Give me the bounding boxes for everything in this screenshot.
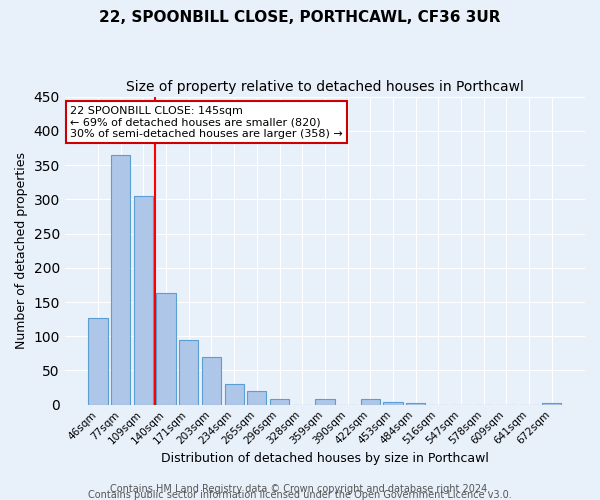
Bar [157,293,176,405]
Bar [134,196,153,404]
Bar [202,358,221,405]
Bar [383,402,403,404]
Bar [315,398,335,404]
Y-axis label: Number of detached properties: Number of detached properties [15,152,28,349]
Text: 22, SPOONBILL CLOSE, PORTHCAWL, CF36 3UR: 22, SPOONBILL CLOSE, PORTHCAWL, CF36 3UR [99,10,501,25]
Bar [224,384,244,404]
Bar [179,340,199,404]
Bar [111,155,130,404]
Text: 22 SPOONBILL CLOSE: 145sqm
← 69% of detached houses are smaller (820)
30% of sem: 22 SPOONBILL CLOSE: 145sqm ← 69% of deta… [70,106,343,139]
Bar [88,318,108,404]
Bar [361,398,380,404]
Text: Contains HM Land Registry data © Crown copyright and database right 2024.: Contains HM Land Registry data © Crown c… [110,484,490,494]
Title: Size of property relative to detached houses in Porthcawl: Size of property relative to detached ho… [126,80,524,94]
Bar [270,399,289,404]
Text: Contains public sector information licensed under the Open Government Licence v3: Contains public sector information licen… [88,490,512,500]
Bar [247,391,266,404]
X-axis label: Distribution of detached houses by size in Porthcawl: Distribution of detached houses by size … [161,452,489,465]
